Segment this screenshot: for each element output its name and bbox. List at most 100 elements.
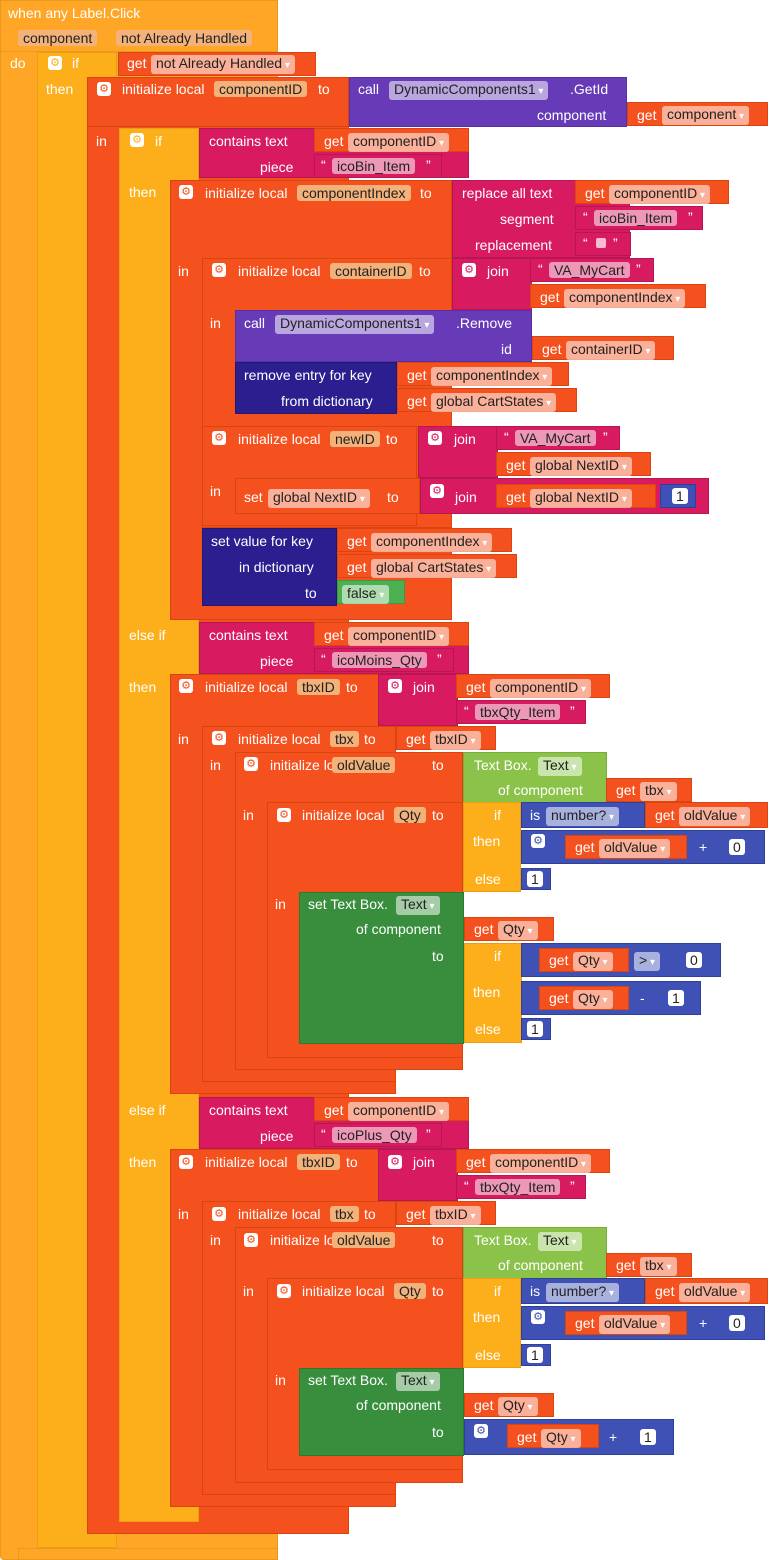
empty-string-block[interactable] bbox=[575, 232, 631, 256]
number-field[interactable]: 1 bbox=[672, 488, 688, 504]
property-dropdown[interactable]: Text bbox=[396, 896, 440, 915]
remove-entry-block[interactable] bbox=[235, 362, 397, 414]
number-field[interactable]: 0 bbox=[686, 952, 702, 968]
operator-dropdown[interactable]: > bbox=[634, 952, 660, 971]
gear-icon[interactable]: ⚙ bbox=[212, 1207, 226, 1221]
number-field[interactable]: 1 bbox=[527, 1347, 543, 1363]
var-dropdown[interactable]: global NextID bbox=[268, 489, 370, 508]
var-dropdown[interactable]: componentID bbox=[348, 133, 450, 152]
number-field[interactable]: 0 bbox=[729, 839, 745, 855]
number-field[interactable]: 1 bbox=[527, 1021, 543, 1037]
local-name-field[interactable]: Qty bbox=[394, 1283, 426, 1299]
var-dropdown[interactable]: componentID bbox=[609, 185, 711, 204]
number-field[interactable]: 1 bbox=[668, 990, 684, 1006]
gear-icon[interactable]: ⚙ bbox=[430, 484, 444, 498]
var-dropdown[interactable]: Qty bbox=[498, 921, 538, 940]
local-name-field[interactable]: tbxID bbox=[297, 679, 340, 695]
var-dropdown[interactable]: tbx bbox=[640, 782, 677, 801]
textbox-text-getter[interactable] bbox=[463, 1227, 607, 1279]
string-field[interactable]: icoBin_Item bbox=[594, 210, 678, 226]
event-param-component[interactable]: component bbox=[18, 30, 98, 46]
event-param-not-already-handled[interactable]: not Already Handled bbox=[116, 30, 253, 46]
var-dropdown[interactable]: Qty bbox=[573, 990, 613, 1009]
gear-icon[interactable]: ⚙ bbox=[474, 1424, 488, 1438]
var-dropdown[interactable]: oldValue bbox=[679, 1283, 751, 1302]
var-dropdown[interactable]: componentID bbox=[490, 1154, 592, 1173]
gear-icon[interactable]: ⚙ bbox=[179, 185, 193, 199]
empty-string-field[interactable] bbox=[596, 238, 606, 248]
var-dropdown[interactable]: componentIndex bbox=[371, 533, 493, 552]
var-dropdown[interactable]: oldValue bbox=[599, 839, 671, 858]
number-field[interactable]: 0 bbox=[729, 1315, 745, 1331]
ternary-if[interactable] bbox=[463, 802, 521, 892]
var-dropdown[interactable]: componentIndex bbox=[564, 289, 686, 308]
var-dropdown[interactable]: tbx bbox=[640, 1257, 677, 1276]
local-name-field[interactable]: containerID bbox=[330, 263, 412, 279]
var-dropdown[interactable]: Qty bbox=[541, 1429, 581, 1448]
number-check-dropdown[interactable]: number? bbox=[546, 807, 620, 826]
local-name-field[interactable]: tbx bbox=[330, 731, 359, 747]
var-dropdown[interactable]: Qty bbox=[573, 952, 613, 971]
gear-icon[interactable]: ⚙ bbox=[277, 1284, 291, 1298]
gear-icon[interactable]: ⚙ bbox=[179, 1155, 193, 1169]
gear-icon[interactable]: ⚙ bbox=[130, 133, 144, 147]
string-field[interactable]: VA_MyCart bbox=[515, 430, 596, 446]
gear-icon[interactable]: ⚙ bbox=[212, 431, 226, 445]
number-field[interactable]: 1 bbox=[640, 1429, 656, 1445]
var-dropdown[interactable]: global NextID bbox=[530, 489, 632, 508]
string-field[interactable]: icoPlus_Qty bbox=[332, 1127, 417, 1143]
local-name-field[interactable]: oldValue bbox=[332, 757, 396, 773]
local-name-field[interactable]: componentID bbox=[214, 81, 308, 97]
gear-icon[interactable]: ⚙ bbox=[277, 808, 291, 822]
var-dropdown[interactable]: tbxID bbox=[430, 731, 481, 750]
gear-icon[interactable]: ⚙ bbox=[212, 731, 226, 745]
gear-icon[interactable]: ⚙ bbox=[212, 263, 226, 277]
string-field[interactable]: icoMoins_Qty bbox=[332, 652, 427, 668]
number-check-dropdown[interactable]: number? bbox=[546, 1283, 620, 1302]
string-field[interactable]: icoBin_Item bbox=[332, 158, 416, 174]
gear-icon[interactable]: ⚙ bbox=[388, 1155, 402, 1169]
var-dropdown[interactable]: Qty bbox=[498, 1397, 538, 1416]
var-dropdown[interactable]: oldValue bbox=[599, 1315, 671, 1334]
property-dropdown[interactable]: Text bbox=[538, 757, 582, 776]
property-dropdown[interactable]: Text bbox=[396, 1372, 440, 1391]
var-dropdown[interactable]: component bbox=[662, 106, 750, 125]
string-field[interactable]: tbxQty_Item bbox=[475, 704, 561, 720]
gear-icon[interactable]: ⚙ bbox=[428, 431, 442, 445]
var-dropdown[interactable]: componentIndex bbox=[431, 367, 553, 386]
gear-icon[interactable]: ⚙ bbox=[97, 82, 111, 96]
var-dropdown[interactable]: global CartStates bbox=[371, 559, 497, 578]
gear-icon[interactable]: ⚙ bbox=[531, 1310, 545, 1324]
local-name-field[interactable]: newID bbox=[330, 431, 380, 447]
property-dropdown[interactable]: Text bbox=[538, 1232, 582, 1251]
string-field[interactable]: tbxQty_Item bbox=[475, 1179, 561, 1195]
var-dropdown[interactable]: containerID bbox=[566, 341, 656, 360]
boolean-dropdown[interactable]: false bbox=[342, 585, 390, 604]
number-field[interactable]: 1 bbox=[527, 871, 543, 887]
local-name-field[interactable]: tbx bbox=[330, 1206, 359, 1222]
gear-icon[interactable]: ⚙ bbox=[244, 757, 258, 771]
gear-icon[interactable]: ⚙ bbox=[388, 679, 402, 693]
var-dropdown[interactable]: global CartStates bbox=[431, 393, 557, 412]
var-dropdown[interactable]: tbxID bbox=[430, 1206, 481, 1225]
set-value-for-key[interactable] bbox=[202, 528, 337, 606]
gear-icon[interactable]: ⚙ bbox=[48, 56, 62, 70]
local-name-field[interactable]: Qty bbox=[394, 807, 426, 823]
string-field[interactable]: VA_MyCart bbox=[549, 262, 630, 278]
set-textbox-text[interactable] bbox=[299, 892, 464, 1044]
var-dropdown[interactable]: oldValue bbox=[679, 807, 751, 826]
gear-icon[interactable]: ⚙ bbox=[179, 679, 193, 693]
var-dropdown[interactable]: not Already Handled bbox=[151, 55, 295, 74]
gear-icon[interactable]: ⚙ bbox=[244, 1233, 258, 1247]
gear-icon[interactable]: ⚙ bbox=[462, 263, 476, 277]
var-dropdown[interactable]: componentID bbox=[348, 627, 450, 646]
ternary-if[interactable] bbox=[464, 943, 522, 1043]
var-dropdown[interactable]: componentID bbox=[348, 1102, 450, 1121]
local-name-field[interactable]: tbxID bbox=[297, 1154, 340, 1170]
component-dropdown[interactable]: DynamicComponents1 bbox=[275, 315, 435, 334]
var-dropdown[interactable]: global NextID bbox=[530, 457, 632, 476]
local-name-field[interactable]: oldValue bbox=[332, 1232, 396, 1248]
component-dropdown[interactable]: DynamicComponents1 bbox=[389, 81, 549, 100]
var-dropdown[interactable]: componentID bbox=[490, 679, 592, 698]
gear-icon[interactable]: ⚙ bbox=[531, 834, 545, 848]
